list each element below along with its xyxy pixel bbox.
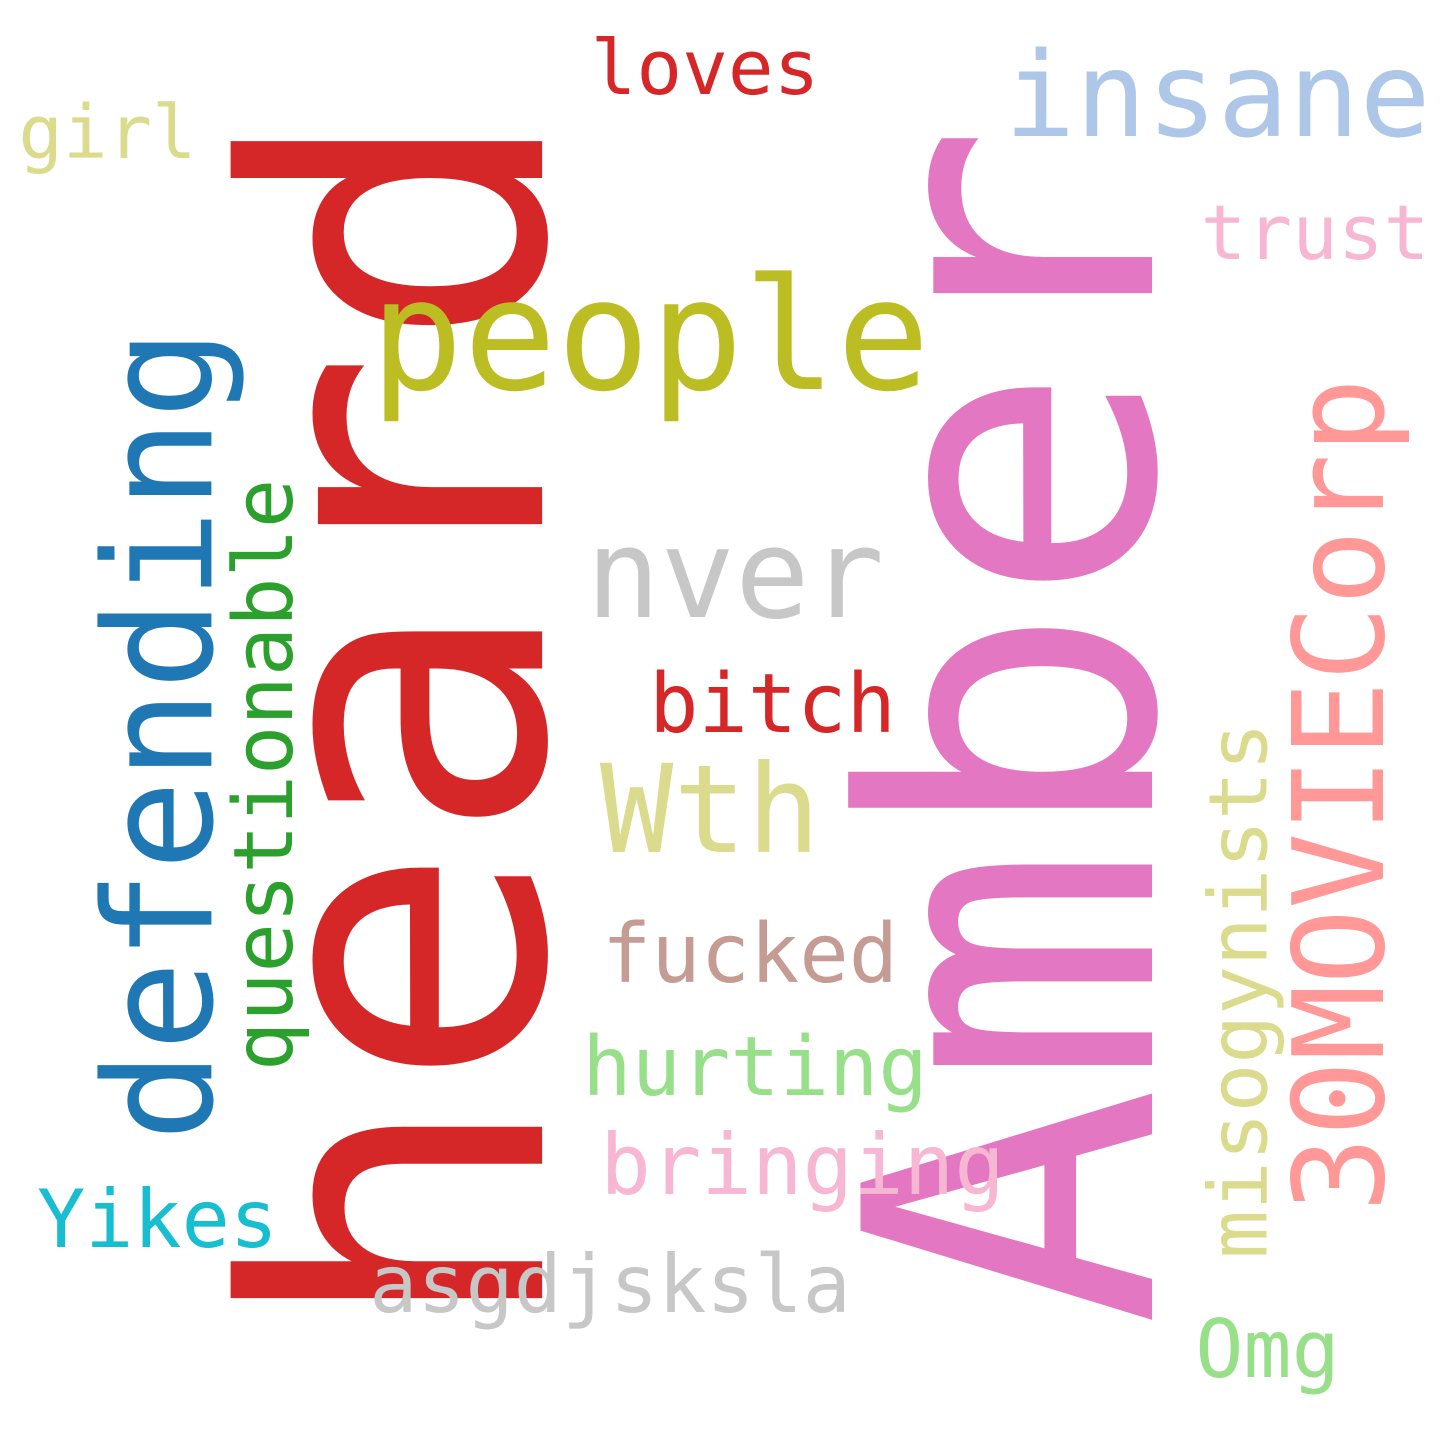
word-wth: Wth: [599, 739, 821, 881]
word-asgdjsksla: asgdjsksla: [369, 1238, 851, 1331]
word-nver: nver: [585, 503, 885, 647]
word-people: people: [370, 244, 930, 426]
word-30moviecorp: 30MOVIECorp: [1266, 377, 1414, 1213]
word-girl: girl: [18, 89, 197, 176]
word-hurting: hurting: [582, 1019, 928, 1115]
word-yikes: Yikes: [37, 1173, 278, 1266]
word-bitch: bitch: [649, 657, 896, 752]
word-trust: trust: [1200, 187, 1430, 277]
word-omg: Omg: [1195, 1303, 1340, 1396]
word-loves: loves: [590, 22, 820, 112]
word-fucked: fucked: [601, 907, 899, 1002]
word-bringing: bringing: [600, 1116, 1005, 1214]
word-misogynists: misogynists: [1192, 721, 1287, 1259]
word-questionable: questionable: [217, 478, 313, 1072]
word-insane: insane: [1004, 26, 1431, 164]
